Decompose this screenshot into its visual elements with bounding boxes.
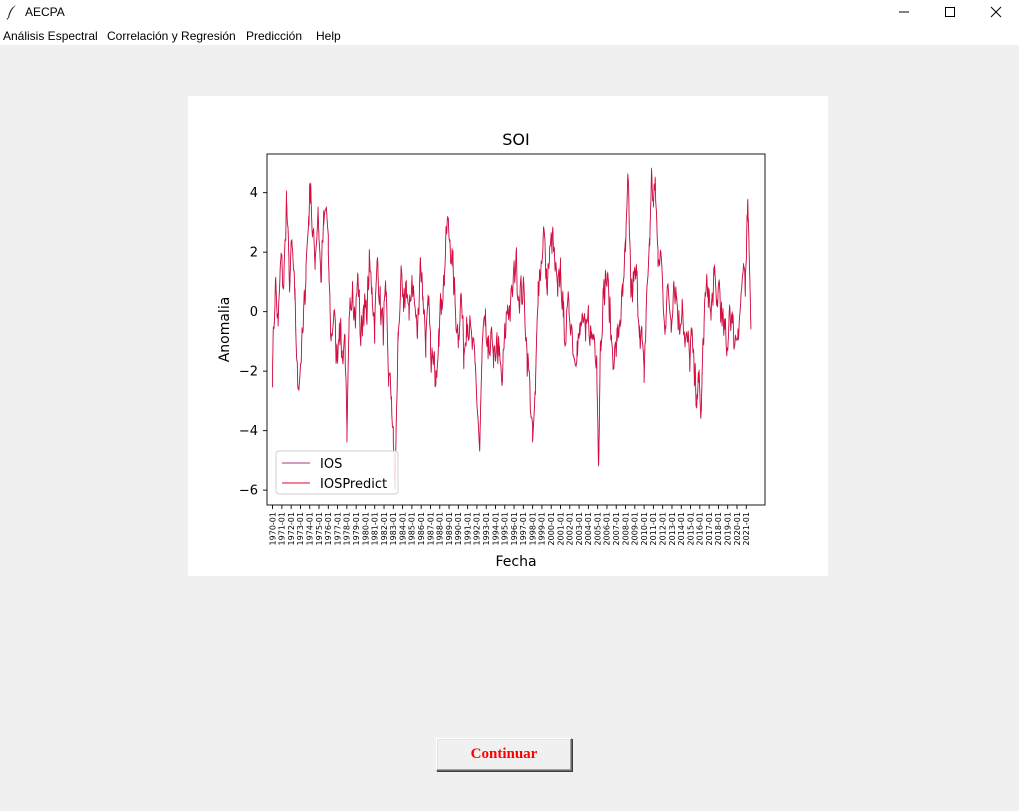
legend-label-0: IOS [320, 457, 342, 472]
x-tick-label: 2011-01 [649, 512, 658, 545]
x-tick-label: 1982-01 [380, 512, 389, 545]
x-tick-label: 1990-01 [454, 512, 463, 545]
x-tick-label: 1970-01 [268, 512, 277, 545]
y-tick-label: 0 [250, 305, 258, 320]
y-tick-label: 2 [250, 246, 258, 261]
title-bar: AECPA [0, 0, 1019, 24]
x-tick-label: 1993-01 [482, 512, 491, 545]
x-tick-label: 1971-01 [278, 512, 287, 545]
maximize-icon [945, 7, 955, 17]
x-tick-label: 1975-01 [315, 512, 324, 545]
x-tick-label: 1989-01 [445, 512, 454, 545]
x-tick-label: 2018-01 [714, 512, 723, 545]
minimize-button[interactable] [881, 0, 927, 24]
x-tick-label: 1983-01 [389, 512, 398, 545]
menu-help[interactable]: Help [316, 29, 341, 43]
x-tick-label: 2006-01 [603, 512, 612, 545]
x-tick-label: 1996-01 [510, 512, 519, 545]
y-tick-label: −2 [239, 365, 258, 380]
x-tick-label: 1980-01 [361, 512, 370, 545]
x-tick-label: 1978-01 [343, 512, 352, 545]
x-tick-label: 1984-01 [398, 512, 407, 545]
x-tick-label: 1991-01 [463, 512, 472, 545]
x-tick-label: 1973-01 [296, 512, 305, 545]
feather-icon [6, 5, 16, 20]
x-tick-label: 2001-01 [556, 512, 565, 545]
series-iospredict-line [272, 167, 752, 489]
x-tick-label: 1981-01 [371, 512, 380, 545]
x-tick-label: 2008-01 [621, 512, 630, 545]
window-title: AECPA [25, 5, 65, 19]
soi-chart: SOI −6 −4 −2 0 2 4 1970-01 1971-01 1972-01 1973-01… [217, 130, 766, 570]
chart-figure: SOI −6 −4 −2 0 2 4 1970-01 1971-01 1972-01 1973-01… [188, 96, 828, 576]
legend-label-1: IOSPredict [320, 477, 387, 492]
x-tick-label: 2003-01 [575, 512, 584, 545]
x-tick-label: 2013-01 [668, 512, 677, 545]
x-tick-label: 1976-01 [324, 512, 333, 545]
x-tick-label: 1995-01 [501, 512, 510, 545]
x-tick-label: 2017-01 [705, 512, 714, 545]
minimize-icon [899, 11, 909, 13]
x-tick-label: 2005-01 [593, 512, 602, 545]
menu-bar: Análisis Espectral Correlación y Regresi… [0, 24, 1019, 45]
close-icon [990, 6, 1002, 18]
x-tick-label: 1977-01 [333, 512, 342, 545]
x-tick-label: 1987-01 [426, 512, 435, 545]
x-tick-label: 2015-01 [686, 512, 695, 545]
x-tick-label: 1998-01 [528, 512, 537, 545]
x-tick-label: 2020-01 [733, 512, 742, 545]
x-tick-label: 1992-01 [473, 512, 482, 545]
x-tick-label: 1972-01 [287, 512, 296, 545]
x-tick-label: 2002-01 [566, 512, 575, 545]
x-tick-label: 2012-01 [658, 512, 667, 545]
continue-button[interactable]: Continuar [436, 738, 572, 771]
x-tick-label: 2009-01 [631, 512, 640, 545]
chart-title: SOI [502, 130, 529, 149]
x-tick-label: 2016-01 [696, 512, 705, 545]
x-tick-label: 1985-01 [408, 512, 417, 545]
x-tick-label: 2000-01 [547, 512, 556, 545]
x-tick-label: 2010-01 [640, 512, 649, 545]
x-tick-label: 2007-01 [612, 512, 621, 545]
x-tick-label: 2004-01 [584, 512, 593, 545]
x-tick-label: 1974-01 [306, 512, 315, 545]
y-tick-label: −6 [239, 484, 258, 499]
close-button[interactable] [973, 0, 1019, 24]
x-tick-label: 2014-01 [677, 512, 686, 545]
plot-frame [266, 153, 766, 506]
x-tick-label: 1999-01 [538, 512, 547, 545]
menu-prediccion[interactable]: Predicción [246, 29, 303, 43]
y-tick-label: 4 [250, 186, 258, 201]
menu-analisis-espectral[interactable]: Análisis Espectral [3, 29, 98, 43]
x-axis-label: Fecha [495, 554, 536, 570]
x-tick-label: 1979-01 [352, 512, 361, 545]
x-tick-label: 2019-01 [723, 512, 732, 545]
y-axis-label: Anomalia [217, 297, 233, 363]
menu-correlacion-regresion[interactable]: Correlación y Regresión [107, 29, 236, 43]
x-tick-label: 1986-01 [417, 512, 426, 545]
x-tick-label: 1994-01 [491, 512, 500, 545]
y-tick-label: −4 [239, 424, 258, 439]
maximize-button[interactable] [927, 0, 973, 24]
x-tick-label: 1988-01 [436, 512, 445, 545]
x-tick-label: 1997-01 [519, 512, 528, 545]
x-tick-label: 2021-01 [742, 512, 751, 545]
